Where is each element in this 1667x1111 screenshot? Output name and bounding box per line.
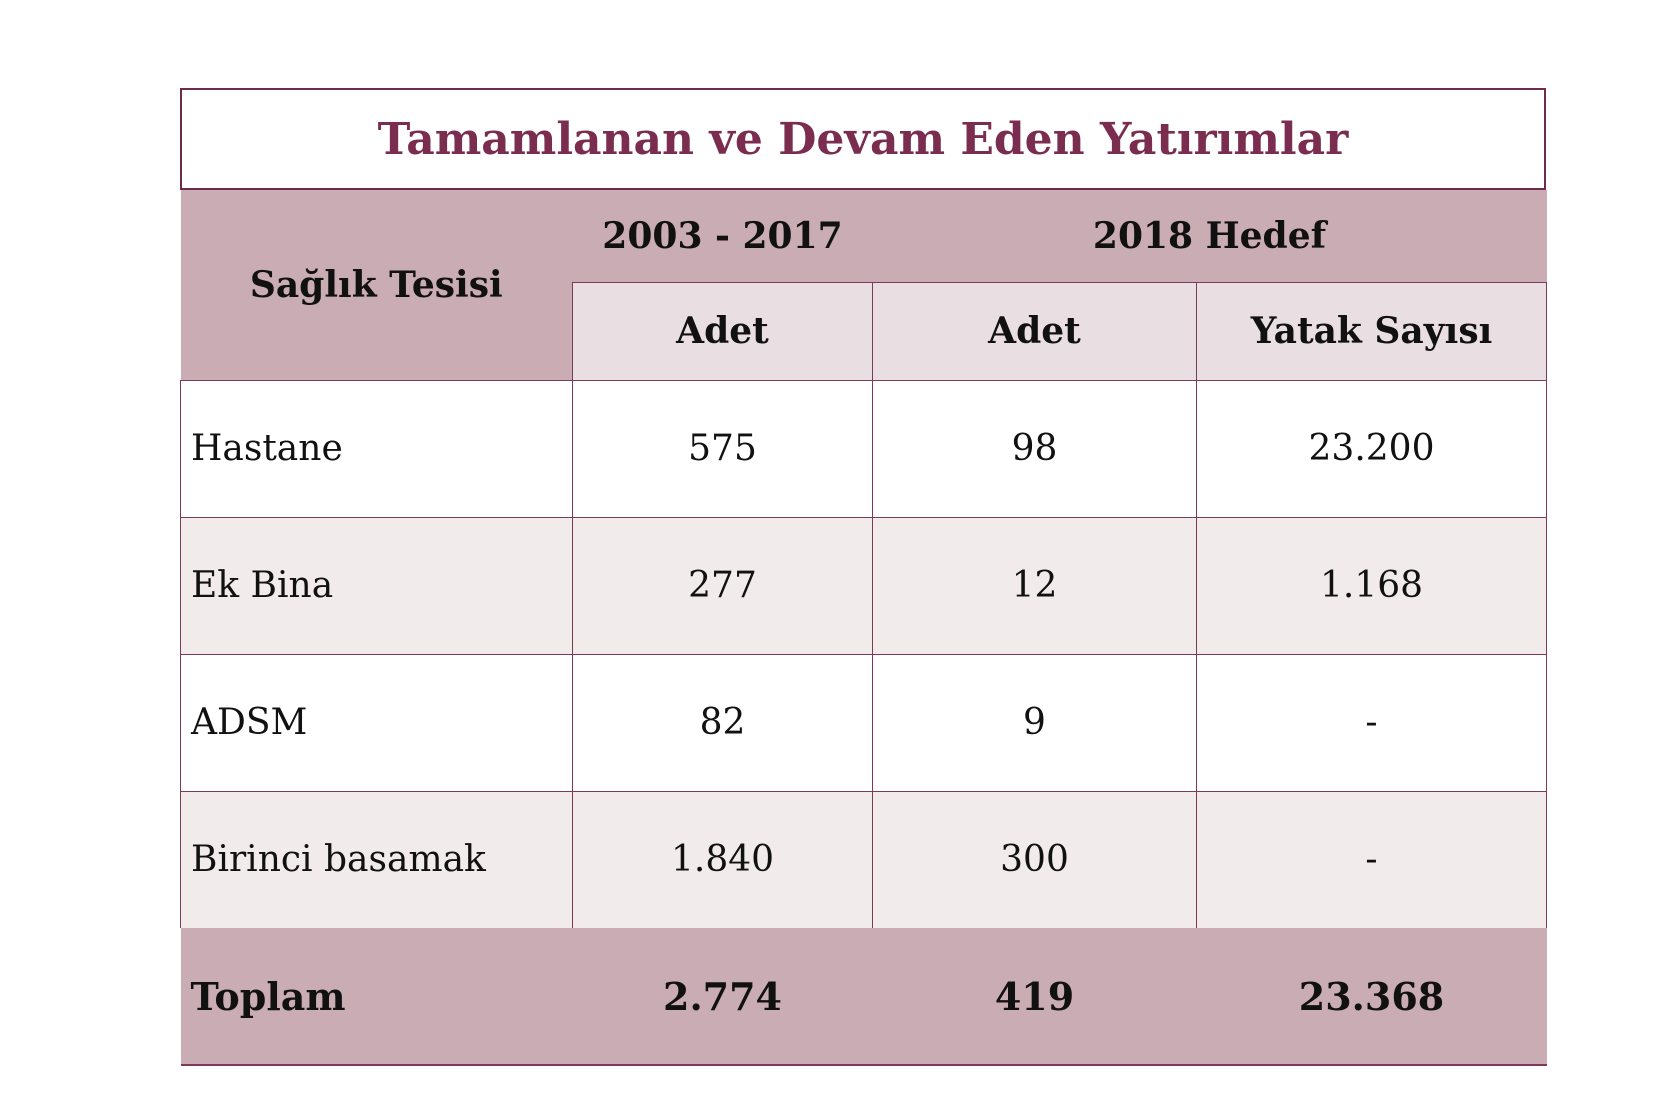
- cell-value: 12: [872, 516, 1197, 654]
- total-value: 23.368: [1196, 928, 1547, 1066]
- table-title: Tamamlanan ve Devam Eden Yatırımlar: [377, 113, 1349, 165]
- total-value: 2.774: [572, 928, 873, 1066]
- header-group-2018-target: 2018 Hedef: [872, 190, 1547, 282]
- header-count-2003-2017: Adet: [572, 281, 873, 380]
- investment-table: Sağlık Tesisi 2003 - 2017 2018 Hedef Ade…: [180, 190, 1547, 1066]
- row-label: Ek Bina: [180, 516, 573, 654]
- total-label: Toplam: [180, 928, 573, 1066]
- header-group-2003-2017: 2003 - 2017: [572, 190, 873, 282]
- cell-value: 23.200: [1196, 379, 1547, 517]
- cell-value: -: [1196, 790, 1547, 928]
- cell-value: 277: [572, 516, 873, 654]
- total-value: 419: [872, 928, 1197, 1066]
- cell-value: 1.168: [1196, 516, 1547, 654]
- cell-value: 82: [572, 653, 873, 791]
- cell-value: 1.840: [572, 790, 873, 928]
- table-row: Ek Bina 277 12 1.168: [180, 516, 1547, 654]
- cell-value: 575: [572, 379, 873, 517]
- row-label: Birinci basamak: [180, 790, 573, 928]
- cell-value: -: [1196, 653, 1547, 791]
- cell-value: 300: [872, 790, 1197, 928]
- table-title-box: Tamamlanan ve Devam Eden Yatırımlar: [180, 88, 1546, 190]
- header-bed-count: Yatak Sayısı: [1196, 281, 1547, 380]
- header-health-facility: Sağlık Tesisi: [180, 190, 573, 380]
- investment-table-panel: Tamamlanan ve Devam Eden Yatırımlar Sağl…: [180, 88, 1547, 1066]
- row-label: ADSM: [180, 653, 573, 791]
- row-label: Hastane: [180, 379, 573, 517]
- cell-value: 9: [872, 653, 1197, 791]
- header-count-2018: Adet: [872, 281, 1197, 380]
- table-row: Birinci basamak 1.840 300 -: [180, 790, 1547, 928]
- table-row: ADSM 82 9 -: [180, 653, 1547, 791]
- total-row: Toplam 2.774 419 23.368: [180, 928, 1547, 1066]
- table-row: Hastane 575 98 23.200: [180, 379, 1547, 517]
- cell-value: 98: [872, 379, 1197, 517]
